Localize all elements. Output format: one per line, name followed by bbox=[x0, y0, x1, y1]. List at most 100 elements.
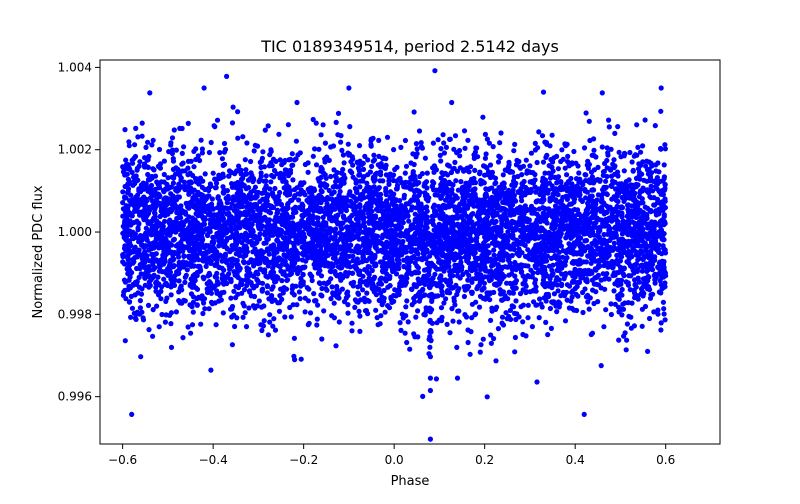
data-point bbox=[561, 276, 567, 282]
data-point bbox=[170, 166, 176, 172]
data-point bbox=[174, 269, 180, 275]
data-point bbox=[654, 186, 660, 192]
data-point bbox=[640, 143, 646, 149]
data-point bbox=[603, 275, 609, 281]
data-point bbox=[168, 191, 174, 197]
data-point bbox=[443, 144, 449, 150]
data-point bbox=[162, 319, 168, 325]
data-point bbox=[639, 306, 646, 312]
data-point bbox=[213, 322, 219, 328]
data-point bbox=[350, 258, 356, 264]
data-point bbox=[242, 310, 248, 316]
data-point bbox=[128, 314, 134, 320]
data-point bbox=[121, 277, 128, 283]
data-point bbox=[499, 320, 505, 326]
data-point bbox=[259, 327, 265, 334]
data-point bbox=[533, 264, 539, 270]
data-point bbox=[198, 321, 204, 327]
data-point bbox=[254, 239, 260, 245]
data-point bbox=[345, 141, 351, 147]
data-point bbox=[373, 307, 379, 313]
data-point bbox=[277, 157, 283, 163]
data-point bbox=[174, 210, 180, 216]
data-point bbox=[660, 299, 667, 305]
data-point bbox=[513, 298, 519, 304]
data-point bbox=[491, 247, 497, 253]
data-point bbox=[293, 156, 299, 162]
data-point bbox=[454, 168, 461, 174]
data-point bbox=[293, 283, 299, 289]
data-point bbox=[522, 263, 529, 269]
data-point bbox=[647, 175, 654, 181]
data-point bbox=[167, 269, 173, 275]
data-point bbox=[341, 160, 347, 166]
data-point bbox=[282, 157, 288, 164]
data-point bbox=[317, 263, 323, 269]
data-point bbox=[403, 304, 409, 310]
data-point bbox=[438, 146, 444, 152]
data-point bbox=[492, 220, 498, 226]
data-point bbox=[594, 274, 600, 280]
data-point bbox=[488, 317, 494, 323]
data-point bbox=[454, 195, 460, 201]
data-point bbox=[362, 153, 368, 159]
data-point bbox=[258, 170, 264, 176]
data-point bbox=[137, 159, 143, 165]
data-point bbox=[347, 264, 353, 270]
data-point bbox=[437, 152, 443, 158]
data-point bbox=[168, 292, 174, 298]
data-point bbox=[281, 285, 287, 291]
data-point bbox=[598, 199, 605, 205]
data-point bbox=[503, 223, 509, 230]
data-point bbox=[402, 330, 408, 336]
data-point bbox=[346, 244, 352, 251]
data-point bbox=[638, 149, 644, 155]
data-point bbox=[347, 215, 353, 221]
data-point bbox=[522, 281, 528, 287]
data-point bbox=[652, 123, 658, 129]
data-point bbox=[499, 314, 506, 320]
data-point bbox=[255, 261, 261, 267]
data-point bbox=[238, 171, 244, 177]
data-point bbox=[195, 153, 201, 159]
data-point bbox=[168, 321, 174, 327]
data-point bbox=[135, 134, 141, 140]
data-point bbox=[130, 260, 136, 266]
data-point bbox=[150, 166, 156, 172]
data-point bbox=[570, 213, 576, 219]
data-point bbox=[656, 169, 662, 175]
data-point bbox=[151, 272, 157, 278]
data-point bbox=[597, 235, 603, 241]
data-point bbox=[364, 290, 370, 296]
data-point bbox=[354, 159, 360, 165]
data-point bbox=[157, 213, 163, 220]
data-point bbox=[228, 223, 234, 229]
data-point bbox=[263, 173, 269, 179]
data-point bbox=[496, 184, 502, 191]
data-point bbox=[482, 268, 489, 274]
data-point bbox=[482, 155, 488, 161]
data-point bbox=[189, 322, 196, 328]
data-point bbox=[161, 171, 167, 178]
data-point bbox=[224, 73, 230, 79]
data-point bbox=[207, 210, 213, 216]
data-point bbox=[371, 184, 377, 190]
data-point bbox=[551, 155, 557, 161]
data-point bbox=[422, 155, 428, 161]
data-point bbox=[390, 268, 396, 275]
data-point bbox=[214, 117, 221, 123]
data-point bbox=[299, 239, 305, 245]
data-point bbox=[548, 255, 555, 261]
data-point bbox=[309, 277, 315, 284]
data-point bbox=[251, 148, 257, 154]
data-point bbox=[478, 342, 484, 348]
data-point bbox=[335, 110, 342, 116]
data-point bbox=[646, 315, 653, 322]
data-point bbox=[153, 251, 159, 257]
data-point bbox=[624, 337, 630, 343]
data-point bbox=[612, 130, 618, 136]
data-point bbox=[391, 147, 397, 153]
data-point bbox=[207, 272, 213, 278]
data-point bbox=[469, 315, 475, 321]
